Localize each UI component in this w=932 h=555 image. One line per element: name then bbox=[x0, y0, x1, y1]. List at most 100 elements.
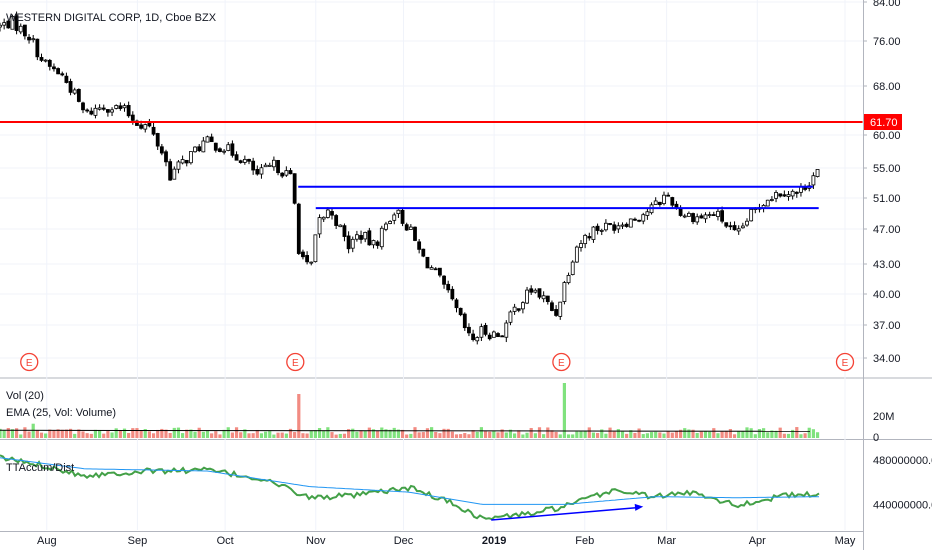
x-tick-label: Dec bbox=[394, 535, 414, 547]
candle-body bbox=[770, 199, 774, 201]
candle-body bbox=[815, 169, 820, 177]
volume-bar bbox=[716, 433, 720, 438]
candle-body bbox=[396, 209, 401, 214]
volume-bar bbox=[98, 430, 102, 438]
candle-body bbox=[110, 109, 114, 113]
volume-bar bbox=[537, 427, 542, 438]
volume-bar bbox=[172, 427, 176, 438]
volume-bar bbox=[193, 431, 197, 438]
candle-body bbox=[118, 105, 123, 109]
candle-body bbox=[130, 114, 135, 121]
volume-bar bbox=[430, 427, 434, 438]
volume-bar bbox=[147, 431, 151, 438]
candle-body bbox=[558, 301, 563, 317]
volume-bar bbox=[44, 433, 48, 438]
volume-bar bbox=[762, 428, 766, 438]
candle-body bbox=[164, 151, 168, 163]
candle-body bbox=[550, 302, 554, 311]
candle-body bbox=[525, 289, 529, 304]
volume-bar bbox=[811, 429, 815, 438]
volume-bar bbox=[280, 432, 284, 438]
candle-body bbox=[458, 307, 463, 316]
candle-body bbox=[363, 231, 368, 240]
candle-body bbox=[437, 267, 442, 276]
candle-body bbox=[504, 322, 509, 338]
candle-body bbox=[392, 214, 397, 221]
candle-body bbox=[591, 226, 596, 240]
candle-body bbox=[93, 107, 98, 116]
annotation-arrow-line bbox=[491, 506, 638, 521]
candle-body bbox=[31, 38, 36, 41]
candle-body bbox=[143, 124, 148, 130]
volume-bar bbox=[64, 429, 68, 438]
volume-bar bbox=[483, 431, 488, 438]
volume-bar bbox=[583, 430, 587, 438]
volume-bar bbox=[264, 431, 268, 438]
volume-bar bbox=[342, 433, 347, 438]
volume-bar bbox=[504, 432, 508, 438]
volume-bar bbox=[459, 434, 463, 438]
volume-bar bbox=[118, 430, 122, 438]
volume-bar bbox=[351, 428, 355, 438]
volume-bar bbox=[230, 432, 234, 438]
volume-bar bbox=[201, 431, 205, 438]
volume-bar bbox=[210, 433, 214, 438]
y-tick-label: 55.00 bbox=[873, 163, 901, 175]
candle-body bbox=[122, 105, 127, 109]
candle-body bbox=[583, 234, 588, 245]
volume-bar bbox=[218, 434, 222, 438]
volume-bar bbox=[807, 427, 811, 438]
candle-body bbox=[101, 107, 106, 110]
volume-bar bbox=[2, 430, 6, 438]
candle-body bbox=[342, 225, 347, 237]
volume-bar bbox=[31, 423, 35, 438]
volume-bar bbox=[85, 433, 89, 438]
volume-bar bbox=[492, 430, 496, 438]
candle-body bbox=[657, 201, 662, 205]
candle-body bbox=[81, 102, 85, 111]
volume-bar bbox=[143, 429, 147, 438]
candle-body bbox=[641, 214, 646, 222]
volume-bar bbox=[214, 431, 218, 438]
volume-bar bbox=[546, 427, 550, 438]
volume-bar bbox=[52, 430, 56, 438]
candle-body bbox=[292, 173, 297, 204]
candle-body bbox=[612, 224, 617, 231]
volume-title: Vol (20) bbox=[6, 390, 44, 402]
candle-body bbox=[404, 224, 409, 231]
volume-bar bbox=[297, 394, 301, 438]
volume-bar bbox=[662, 433, 666, 438]
candle-body bbox=[259, 167, 264, 175]
volume-bar bbox=[604, 433, 608, 438]
volume-bar bbox=[463, 433, 467, 438]
candle-body bbox=[745, 220, 749, 226]
volume-bar bbox=[517, 430, 521, 438]
candle-body bbox=[280, 172, 285, 177]
candle-body bbox=[209, 136, 214, 143]
volume-bar bbox=[19, 434, 23, 438]
candle-body bbox=[126, 105, 131, 117]
candle-body bbox=[682, 215, 687, 218]
candle-body bbox=[421, 248, 426, 257]
volume-bar bbox=[745, 427, 749, 438]
volume-bar bbox=[496, 432, 500, 438]
candle-body bbox=[653, 200, 658, 205]
volume-bar bbox=[409, 433, 413, 438]
candle-body bbox=[408, 226, 413, 230]
volume-bar bbox=[0, 428, 2, 438]
volume-bar bbox=[475, 431, 479, 438]
volume-bar bbox=[48, 429, 52, 438]
volume-bar bbox=[197, 427, 201, 438]
volume-bar bbox=[93, 429, 98, 438]
earnings-marker-icon bbox=[286, 352, 305, 372]
volume-bar bbox=[10, 429, 15, 438]
volume-bar bbox=[649, 432, 654, 438]
candle-body bbox=[620, 224, 625, 227]
candle-body bbox=[68, 81, 73, 93]
volume-bar bbox=[81, 431, 85, 438]
volume-bar bbox=[102, 433, 106, 438]
volume-bar bbox=[488, 431, 492, 438]
volume-bar bbox=[596, 432, 600, 438]
volume-bar bbox=[625, 433, 629, 438]
volume-bar bbox=[127, 432, 131, 438]
